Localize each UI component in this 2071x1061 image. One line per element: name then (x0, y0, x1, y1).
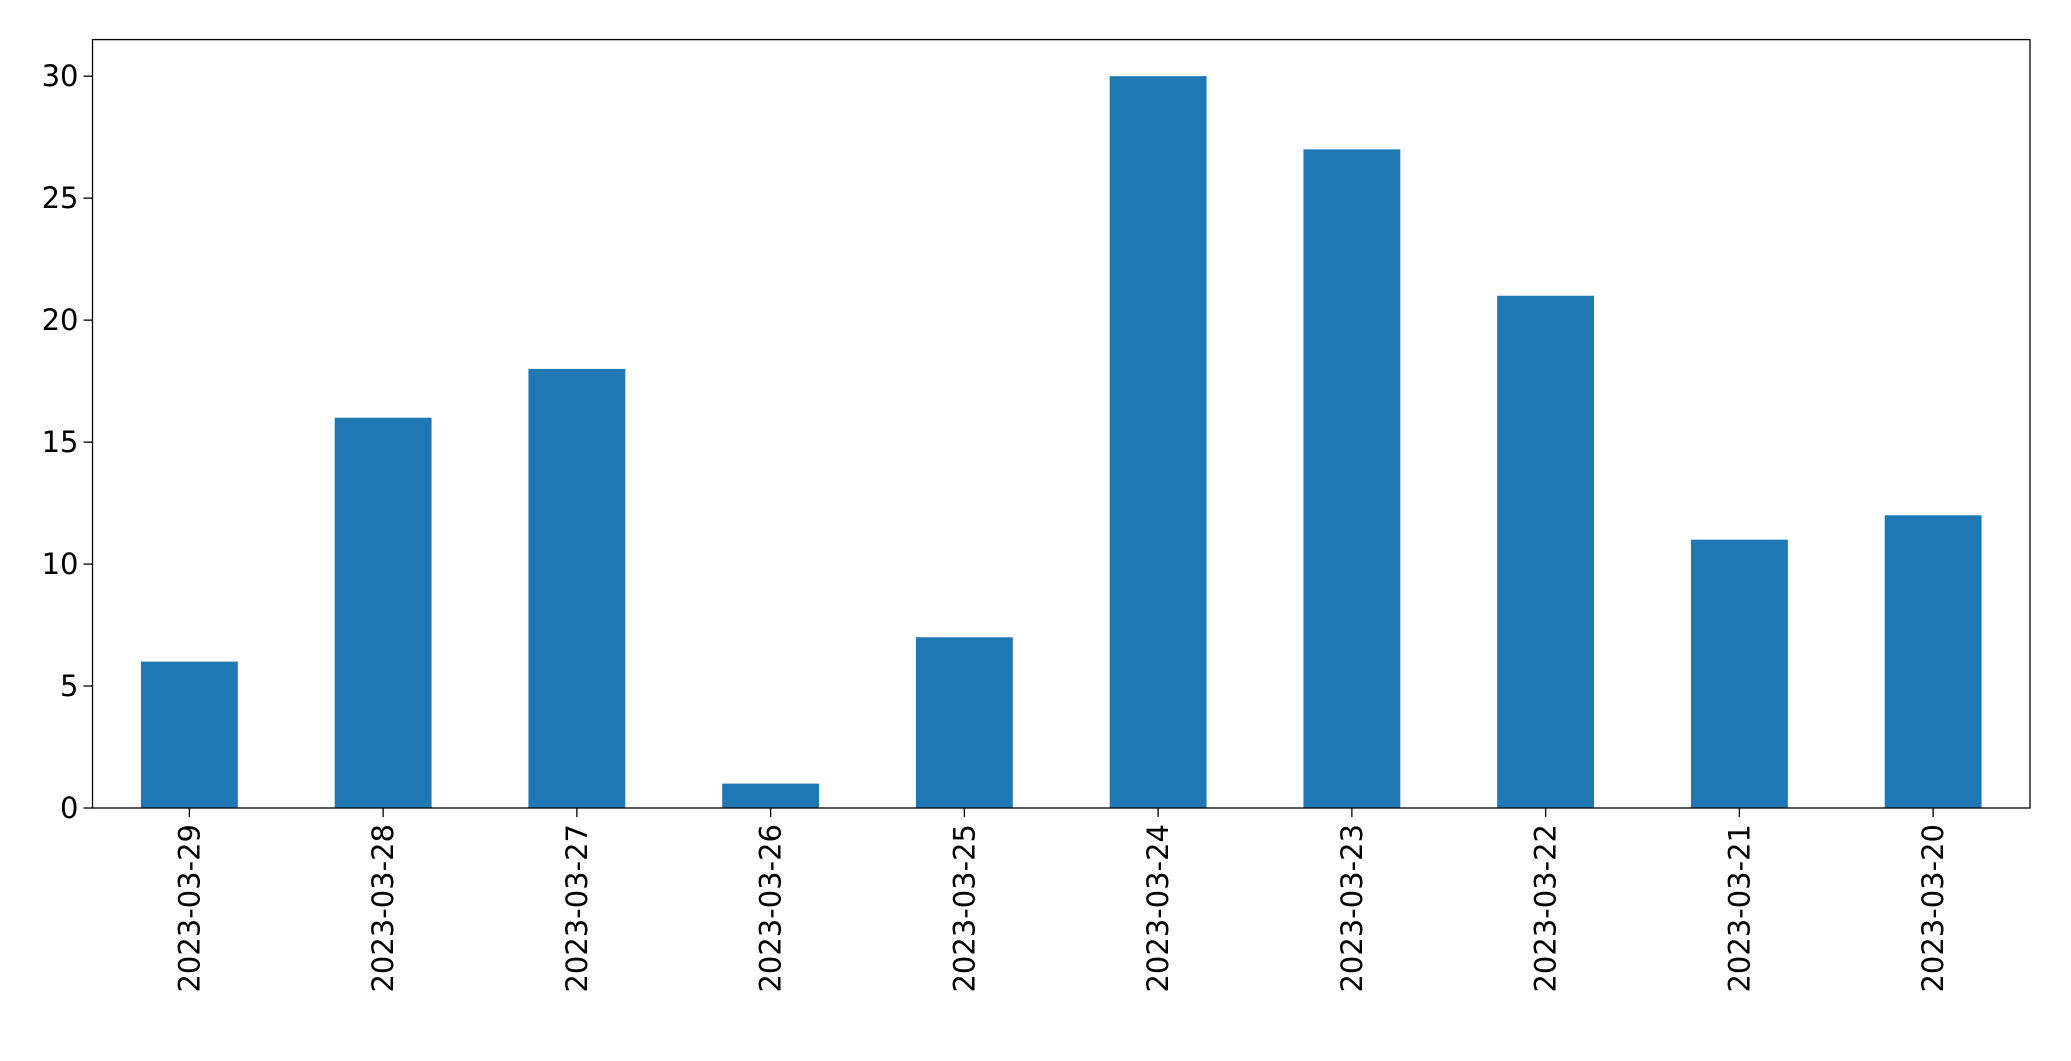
bar (1884, 515, 1982, 808)
plot-frame (91, 38, 2031, 809)
y-tick-label: 15 (42, 425, 79, 459)
bar (1690, 539, 1788, 808)
bar (1109, 76, 1207, 808)
bar (528, 368, 626, 808)
x-tick-label: 2023-03-21 (1722, 824, 1756, 993)
y-tick-label: 0 (60, 791, 78, 825)
x-tick-label: 2023-03-22 (1529, 824, 1563, 993)
x-tick-label: 2023-03-25 (947, 824, 981, 993)
x-tick-label: 2023-03-27 (560, 824, 594, 993)
x-tick-label: 2023-03-26 (754, 824, 788, 993)
x-tick-label: 2023-03-28 (366, 824, 400, 993)
x-tick-label: 2023-03-23 (1335, 824, 1369, 993)
bar (1303, 149, 1401, 808)
y-tick-label: 10 (42, 547, 79, 581)
x-tick-label: 2023-03-29 (172, 824, 206, 993)
y-tick-label: 5 (60, 669, 78, 703)
x-tick-label: 2023-03-20 (1916, 824, 1950, 993)
y-tick-label: 30 (42, 59, 79, 93)
bar (915, 637, 1013, 808)
bar (1497, 295, 1595, 808)
bar (334, 417, 432, 808)
y-tick-label: 20 (42, 303, 79, 337)
bar (140, 661, 238, 808)
bar (722, 783, 820, 808)
x-tick-label: 2023-03-24 (1141, 824, 1175, 993)
y-tick-label: 25 (42, 181, 79, 215)
